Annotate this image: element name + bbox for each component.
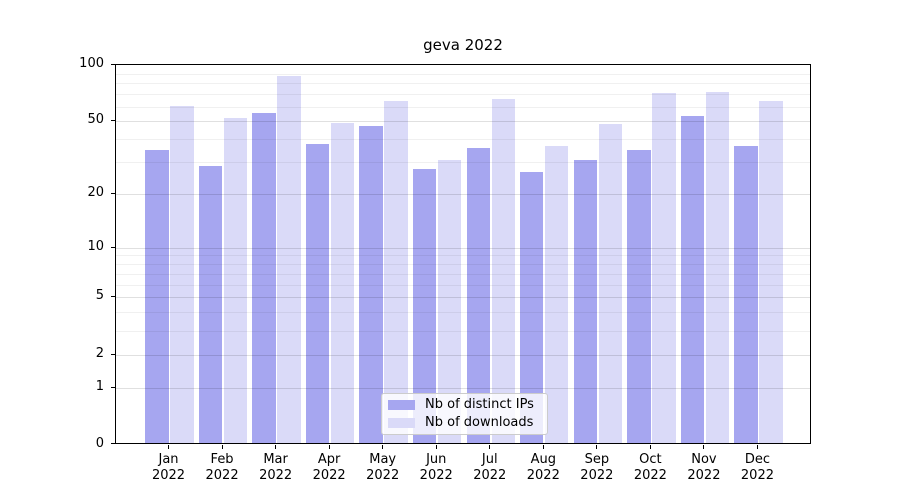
- gridline-6: [116, 284, 810, 286]
- x-tick-nov: [703, 445, 705, 449]
- bar-downloads-mar: [277, 76, 301, 443]
- bar-distinct-ips-feb: [198, 165, 223, 443]
- bar-distinct-ips-jun: [413, 168, 437, 443]
- gridline-1: [116, 387, 810, 389]
- x-tick-label-jul: Jul 2022: [473, 452, 507, 483]
- bar-distinct-ips-aug: [520, 171, 544, 443]
- y-tick-50: [111, 120, 115, 122]
- y-tick-label-2: 2: [95, 345, 104, 361]
- gridline-5: [116, 297, 810, 299]
- bar-downloads-aug: [545, 145, 569, 443]
- plot-area: Nb of distinct IPs Nb of downloads: [115, 64, 811, 444]
- bar-downloads-sep: [598, 124, 623, 443]
- y-tick-100: [111, 64, 115, 65]
- bar-distinct-ips-sep: [573, 160, 598, 443]
- x-tick-label-oct: Oct 2022: [633, 452, 667, 483]
- x-tick-label-feb: Feb 2022: [205, 452, 239, 483]
- gridline-80: [116, 83, 810, 85]
- x-tick-label-aug: Aug 2022: [526, 452, 560, 483]
- bar-downloads-apr: [330, 122, 355, 443]
- y-tick-1: [111, 386, 115, 388]
- x-tick-label-mar: Mar 2022: [259, 452, 293, 483]
- y-tick-label-5: 5: [95, 288, 104, 304]
- gridline-50: [116, 121, 810, 123]
- y-tick-10: [111, 246, 115, 248]
- x-tick-jun: [435, 445, 437, 449]
- bar-downloads-nov: [705, 92, 730, 443]
- bar-downloads-may: [384, 100, 408, 443]
- x-tick-feb: [221, 445, 223, 449]
- gridline-2: [116, 354, 810, 356]
- x-tick-label-sep: Sep 2022: [580, 452, 614, 483]
- bar-downloads-jul: [491, 99, 515, 443]
- x-tick-apr: [328, 445, 330, 449]
- legend-label-downloads: Nb of downloads: [425, 415, 534, 430]
- gridline-20: [116, 194, 810, 196]
- gridline-4: [116, 312, 810, 314]
- x-tick-label-dec: Dec 2022: [740, 452, 774, 483]
- x-tick-sep: [596, 445, 598, 449]
- x-tick-label-nov: Nov 2022: [687, 452, 721, 483]
- bar-downloads-jun: [438, 160, 462, 443]
- x-tick-may: [382, 445, 384, 449]
- y-tick-label-100: 100: [79, 56, 104, 71]
- x-tick-label-apr: Apr 2022: [312, 452, 346, 483]
- gridline-30: [116, 162, 810, 164]
- legend-swatch-distinct-ips-icon: [388, 400, 415, 410]
- gridline-70: [116, 94, 810, 96]
- y-tick-2: [111, 353, 115, 355]
- bar-distinct-ips-jul: [466, 147, 490, 443]
- y-tick-label-0: 0: [95, 436, 104, 451]
- legend-item-downloads: Nb of downloads: [388, 416, 541, 430]
- legend-label-distinct-ips: Nb of distinct IPs: [425, 397, 534, 412]
- bar-distinct-ips-jan: [145, 150, 169, 443]
- y-tick-label-10: 10: [87, 238, 104, 254]
- gridline-7: [116, 273, 810, 275]
- bar-distinct-ips-dec: [734, 145, 758, 443]
- gridline-9: [116, 255, 810, 257]
- bar-downloads-jan: [170, 105, 194, 443]
- gridline-8: [116, 264, 810, 266]
- legend-item-distinct-ips: Nb of distinct IPs: [388, 398, 541, 412]
- y-tick-label-1: 1: [95, 378, 104, 394]
- bar-downloads-feb: [223, 117, 248, 443]
- gridline-10: [116, 247, 810, 249]
- y-tick-20: [111, 193, 115, 195]
- x-tick-label-may: May 2022: [366, 452, 400, 483]
- bar-downloads-oct: [652, 93, 676, 443]
- x-tick-mar: [275, 445, 277, 449]
- bar-downloads-dec: [759, 100, 783, 443]
- y-tick-label-20: 20: [87, 185, 104, 201]
- bar-distinct-ips-may: [359, 126, 383, 443]
- bar-distinct-ips-mar: [252, 113, 276, 443]
- chart-title: geva 2022: [423, 36, 503, 54]
- bar-distinct-ips-oct: [627, 150, 651, 443]
- gridline-3: [116, 330, 810, 332]
- y-tick-0: [111, 443, 115, 444]
- y-tick-5: [111, 296, 115, 298]
- gridline-90: [116, 73, 810, 75]
- x-tick-label-jun: Jun 2022: [419, 452, 453, 483]
- x-tick-jul: [489, 445, 491, 449]
- legend: Nb of distinct IPs Nb of downloads: [381, 393, 548, 435]
- x-tick-aug: [542, 445, 544, 449]
- x-tick-dec: [756, 445, 758, 449]
- gridline-40: [116, 139, 810, 141]
- x-tick-label-jan: Jan 2022: [151, 452, 186, 483]
- y-tick-label-50: 50: [87, 112, 104, 128]
- gridline-60: [116, 106, 810, 108]
- legend-swatch-downloads-icon: [388, 418, 415, 428]
- x-tick-jan: [168, 445, 170, 449]
- bar-distinct-ips-apr: [305, 143, 330, 443]
- bar-distinct-ips-nov: [680, 116, 705, 443]
- x-tick-oct: [649, 445, 651, 449]
